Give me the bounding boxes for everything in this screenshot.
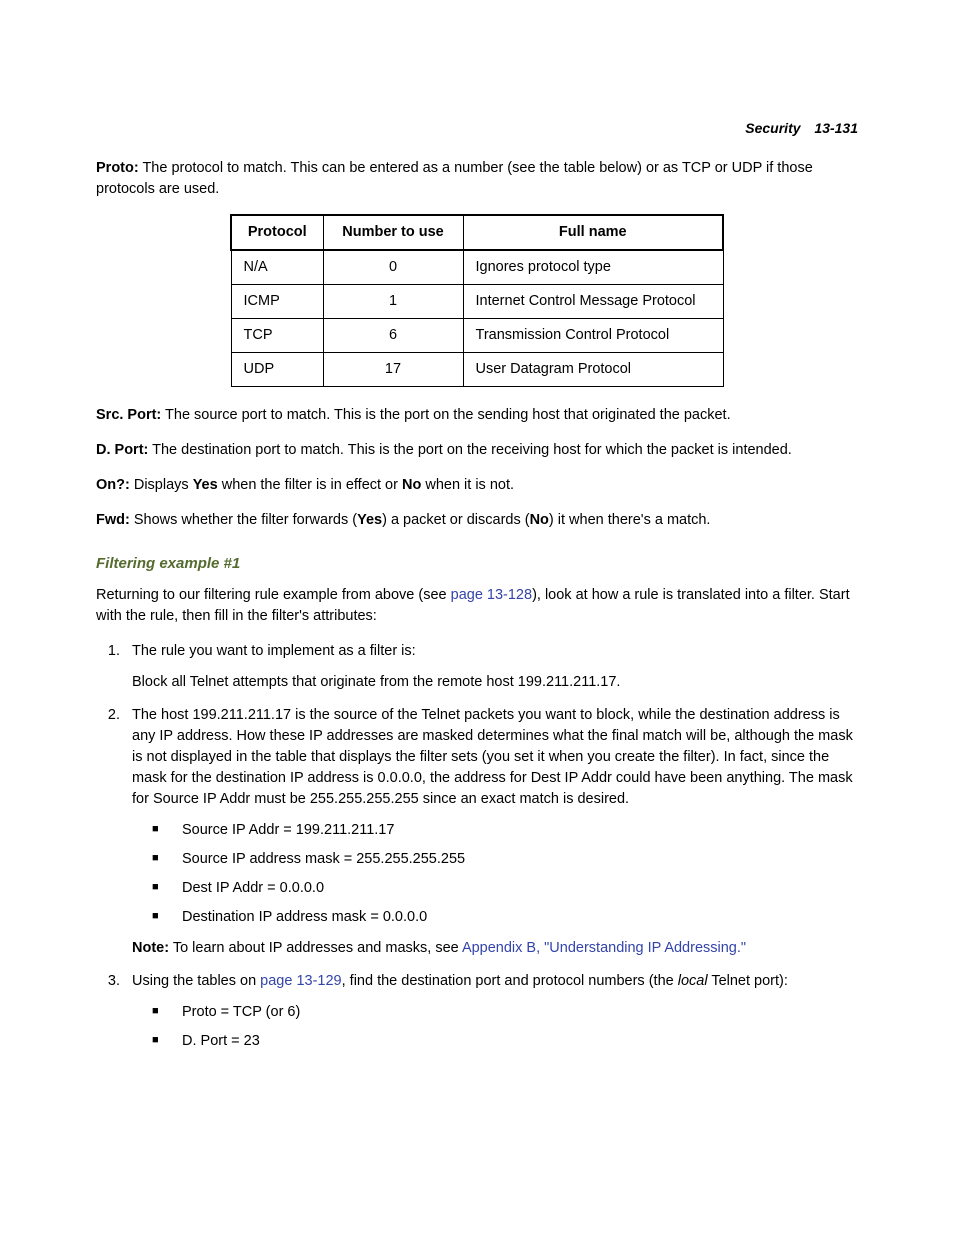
on-label: On?: (96, 477, 130, 493)
src-port-text: The source port to match. This is the po… (161, 407, 730, 423)
list-item: Dest IP Addr = 0.0.0.0 (152, 878, 858, 899)
table-row: TCP 6 Transmission Control Protocol (231, 319, 723, 353)
table-row: ICMP 1 Internet Control Message Protocol (231, 285, 723, 319)
fwd-pre: Shows whether the filter forwards ( (130, 512, 357, 528)
cell: Ignores protocol type (463, 250, 723, 285)
proto-text: The protocol to match. This can be enter… (96, 160, 813, 197)
note-label: Note: (132, 940, 169, 956)
proto-label: Proto: (96, 160, 139, 176)
fwd-post: ) it when there's a match. (549, 512, 711, 528)
page: Security 13-131 Proto: The protocol to m… (0, 0, 954, 1235)
th-protocol: Protocol (231, 215, 323, 250)
cell: TCP (231, 319, 323, 353)
step-3-text: Using the tables on page 13-129, find th… (132, 971, 858, 992)
proto-intro: Proto: The protocol to match. This can b… (96, 158, 858, 200)
src-port-label: Src. Port: (96, 407, 161, 423)
steps-list: The rule you want to implement as a filt… (96, 641, 858, 1052)
on-yes: Yes (193, 477, 218, 493)
src-port-def: Src. Port: The source port to match. Thi… (96, 405, 858, 426)
page-link[interactable]: page 13-128 (451, 587, 532, 603)
on-def: On?: Displays Yes when the filter is in … (96, 475, 858, 496)
step-3-ital: local (678, 973, 708, 989)
content: Proto: The protocol to match. This can b… (96, 158, 858, 1052)
step-1-text: The rule you want to implement as a filt… (132, 641, 858, 662)
d-port-text: The destination port to match. This is t… (148, 442, 791, 458)
th-number: Number to use (323, 215, 463, 250)
list-item: D. Port = 23 (152, 1031, 858, 1052)
table-header-row: Protocol Number to use Full name (231, 215, 723, 250)
step-2-note: Note: To learn about IP addresses and ma… (132, 938, 858, 959)
d-port-def: D. Port: The destination port to match. … (96, 440, 858, 461)
note-pre: To learn about IP addresses and masks, s… (169, 940, 462, 956)
step-3-post: Telnet port): (708, 973, 788, 989)
example-heading: Filtering example #1 (96, 553, 858, 575)
running-header: Security 13-131 (745, 118, 858, 138)
cell: Transmission Control Protocol (463, 319, 723, 353)
d-port-label: D. Port: (96, 442, 148, 458)
step-3-bullets: Proto = TCP (or 6) D. Port = 23 (132, 1002, 858, 1052)
appendix-link[interactable]: Appendix B, "Understanding IP Addressing… (462, 940, 746, 956)
cell: User Datagram Protocol (463, 353, 723, 387)
example-intro: Returning to our filtering rule example … (96, 585, 858, 627)
step-2-text: The host 199.211.211.17 is the source of… (132, 705, 858, 810)
cell: 0 (323, 250, 463, 285)
fwd-yes: Yes (357, 512, 382, 528)
cell: 1 (323, 285, 463, 319)
protocol-table: Protocol Number to use Full name N/A 0 I… (230, 214, 724, 387)
example-intro-pre: Returning to our filtering rule example … (96, 587, 451, 603)
cell: N/A (231, 250, 323, 285)
fwd-no: No (530, 512, 549, 528)
fwd-def: Fwd: Shows whether the filter forwards (… (96, 510, 858, 531)
table-row: N/A 0 Ignores protocol type (231, 250, 723, 285)
table-row: UDP 17 User Datagram Protocol (231, 353, 723, 387)
list-item: Destination IP address mask = 0.0.0.0 (152, 907, 858, 928)
step-3-mid: , find the destination port and protocol… (342, 973, 678, 989)
on-post: when it is not. (421, 477, 514, 493)
on-pre: Displays (130, 477, 193, 493)
step-1-rule: Block all Telnet attempts that originate… (132, 672, 858, 693)
on-mid: when the filter is in effect or (218, 477, 402, 493)
cell: Internet Control Message Protocol (463, 285, 723, 319)
on-no: No (402, 477, 421, 493)
page-link[interactable]: page 13-129 (260, 973, 341, 989)
cell: ICMP (231, 285, 323, 319)
step-3-pre: Using the tables on (132, 973, 260, 989)
step-2: The host 199.211.211.17 is the source of… (124, 705, 858, 959)
cell: 17 (323, 353, 463, 387)
list-item: Source IP address mask = 255.255.255.255 (152, 849, 858, 870)
step-2-bullets: Source IP Addr = 199.211.211.17 Source I… (132, 820, 858, 928)
list-item: Source IP Addr = 199.211.211.17 (152, 820, 858, 841)
list-item: Proto = TCP (or 6) (152, 1002, 858, 1023)
th-fullname: Full name (463, 215, 723, 250)
cell: UDP (231, 353, 323, 387)
fwd-mid: ) a packet or discards ( (382, 512, 529, 528)
step-3: Using the tables on page 13-129, find th… (124, 971, 858, 1052)
cell: 6 (323, 319, 463, 353)
fwd-label: Fwd: (96, 512, 130, 528)
step-1: The rule you want to implement as a filt… (124, 641, 858, 693)
header-page: 13-131 (814, 120, 858, 136)
header-section: Security (745, 120, 800, 136)
